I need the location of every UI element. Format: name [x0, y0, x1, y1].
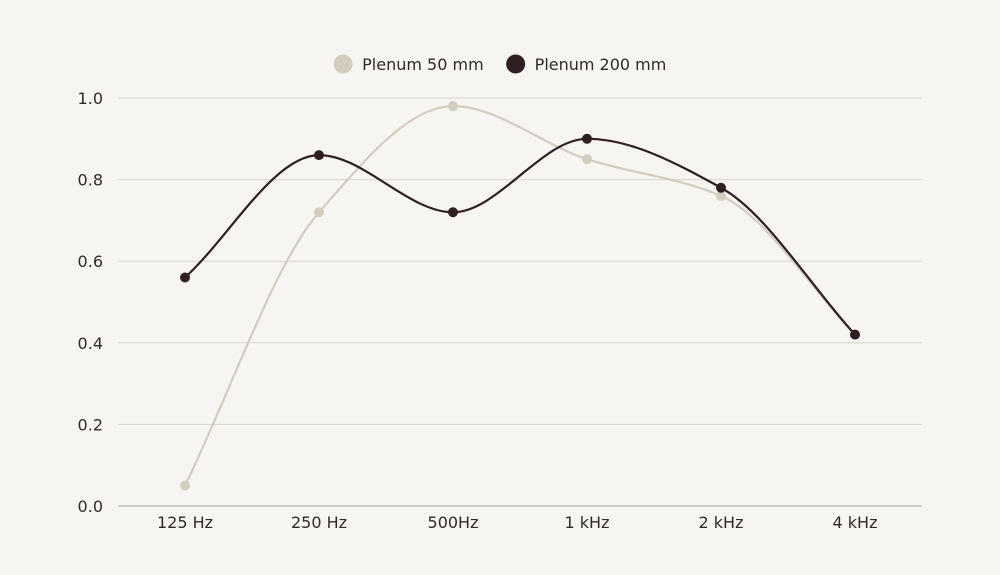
series-line	[184, 105, 856, 487]
series-line	[184, 137, 856, 336]
x-tick-label: 125 Hz	[157, 513, 213, 532]
data-point	[314, 150, 324, 161]
y-tick-label: 0.6	[78, 252, 103, 271]
series-group	[180, 101, 860, 491]
y-axis-ticks: 0.0 0.2 0.4 0.6 0.8 1.0	[78, 89, 103, 516]
data-point	[180, 480, 190, 491]
y-tick-label: 0.4	[78, 334, 103, 353]
x-tick-label: 4 kHz	[833, 513, 878, 532]
x-axis-ticks: 125 Hz 250 Hz 500Hz 1 kHz 2 kHz 4 kHz	[157, 513, 878, 532]
legend-label: Plenum 50 mm	[362, 55, 484, 74]
y-tick-label: 0.8	[78, 171, 103, 190]
grid-lines	[118, 97, 922, 507]
legend-swatch	[506, 54, 526, 74]
data-point	[448, 101, 458, 112]
x-tick-label: 2 kHz	[699, 513, 744, 532]
data-point	[582, 154, 592, 165]
series-2	[180, 133, 860, 340]
data-point	[314, 207, 324, 218]
legend-label: Plenum 200 mm	[535, 55, 667, 74]
data-point	[850, 329, 860, 340]
data-point	[582, 133, 592, 144]
legend: Plenum 50 mm Plenum 200 mm	[333, 54, 667, 74]
y-tick-label: 0.0	[78, 497, 103, 516]
y-tick-label: 1.0	[78, 89, 103, 108]
data-point	[180, 272, 190, 283]
x-tick-label: 250 Hz	[291, 513, 347, 532]
data-point	[448, 207, 458, 218]
legend-item: Plenum 200 mm	[506, 54, 667, 74]
series-1	[180, 101, 860, 491]
x-tick-label: 1 kHz	[565, 513, 610, 532]
data-point	[716, 190, 726, 201]
legend-item: Plenum 50 mm	[333, 54, 484, 74]
x-tick-label: 500Hz	[428, 513, 479, 532]
y-tick-label: 0.2	[78, 415, 103, 434]
legend-swatch	[333, 54, 353, 74]
data-point	[716, 182, 726, 193]
